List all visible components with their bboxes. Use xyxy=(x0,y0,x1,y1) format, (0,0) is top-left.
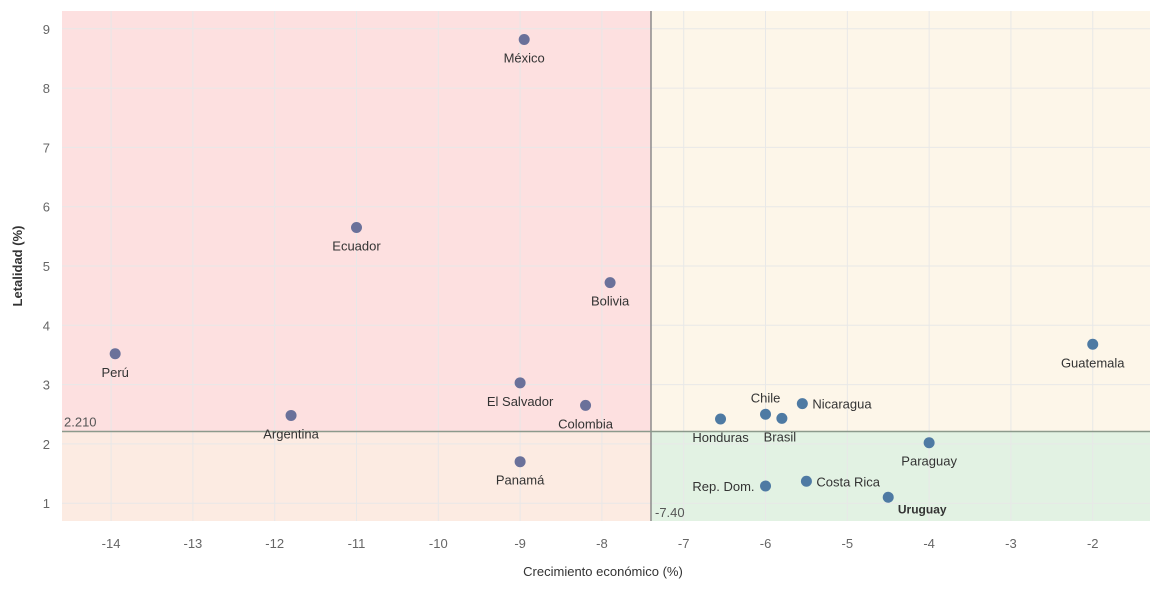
data-point[interactable] xyxy=(800,475,812,487)
point-label: Argentina xyxy=(263,426,319,441)
point-label: Paraguay xyxy=(901,454,957,469)
data-point[interactable] xyxy=(923,437,935,449)
x-axis-ticks: -14 -13 -12 -11 -10 -9 -8 -7 -6 -5 -4 -3 -2 xyxy=(102,536,1099,551)
y-tick-label: 5 xyxy=(43,259,50,274)
x-tick-label: -3 xyxy=(1005,536,1017,551)
x-tick-label: -12 xyxy=(265,536,284,551)
y-tick-label: 7 xyxy=(43,140,50,155)
point-label: Colombia xyxy=(558,416,614,431)
y-axis-ticks: 1 2 3 4 5 6 7 8 9 xyxy=(43,22,50,511)
x-tick-label: -14 xyxy=(102,536,121,551)
point-label: Panamá xyxy=(496,473,545,488)
point-label: Uruguay xyxy=(898,502,947,516)
point-label: México xyxy=(504,50,545,65)
x-tick-label: -4 xyxy=(923,536,935,551)
point-label: Bolivia xyxy=(591,294,630,309)
gridlines xyxy=(62,11,1150,521)
x-tick-label: -6 xyxy=(760,536,772,551)
point-label: El Salvador xyxy=(487,394,554,409)
point-label: Perú xyxy=(101,365,128,380)
quadrant-top-right xyxy=(650,11,1150,432)
data-points: México Ecuador Bolivia Perú El Salvador Colom… xyxy=(101,33,1125,516)
x-tick-label: -8 xyxy=(596,536,608,551)
x-tick-label: -9 xyxy=(514,536,526,551)
x-tick-label: -10 xyxy=(429,536,448,551)
point-label: Costa Rica xyxy=(816,474,880,489)
data-point[interactable] xyxy=(796,398,808,410)
reference-lines xyxy=(62,11,1150,521)
data-point[interactable] xyxy=(514,377,526,389)
x-reference-label: -7.40 xyxy=(655,505,685,520)
data-point[interactable] xyxy=(285,409,297,421)
data-point[interactable] xyxy=(1087,338,1099,350)
x-tick-label: -5 xyxy=(842,536,854,551)
data-point[interactable] xyxy=(109,348,121,360)
x-tick-label: -11 xyxy=(348,536,366,551)
point-label: Chile xyxy=(751,390,781,405)
data-point[interactable] xyxy=(518,33,530,45)
x-tick-label: -13 xyxy=(183,536,202,551)
y-tick-label: 3 xyxy=(43,378,50,393)
y-tick-label: 4 xyxy=(43,318,50,333)
y-tick-label: 6 xyxy=(43,200,50,215)
x-axis-title: Crecimiento económico (%) xyxy=(523,564,683,579)
data-point[interactable] xyxy=(604,277,616,289)
data-point[interactable] xyxy=(882,491,894,503)
y-tick-label: 9 xyxy=(43,22,50,37)
point-label: Brasil xyxy=(764,429,797,444)
y-tick-label: 8 xyxy=(43,81,50,96)
point-label: Honduras xyxy=(692,430,749,445)
quadrant-bottom-right xyxy=(650,431,1150,521)
data-point[interactable] xyxy=(514,456,526,468)
data-point[interactable] xyxy=(580,399,592,411)
data-point[interactable] xyxy=(776,412,788,424)
point-label: Guatemala xyxy=(1061,355,1125,370)
point-label: Nicaragua xyxy=(812,397,872,412)
data-point[interactable] xyxy=(760,480,772,492)
x-tick-label: -2 xyxy=(1087,536,1099,551)
data-point[interactable] xyxy=(760,408,772,420)
y-tick-label: 2 xyxy=(43,437,50,452)
data-point[interactable] xyxy=(715,413,727,425)
y-reference-label: 2.210 xyxy=(64,414,97,429)
x-tick-label: -7 xyxy=(678,536,690,551)
y-axis-title: Letalidad (%) xyxy=(10,226,25,307)
y-tick-label: 1 xyxy=(43,496,50,511)
data-point[interactable] xyxy=(350,221,362,233)
point-label: Rep. Dom. xyxy=(692,479,754,494)
point-label: Ecuador xyxy=(332,238,381,253)
